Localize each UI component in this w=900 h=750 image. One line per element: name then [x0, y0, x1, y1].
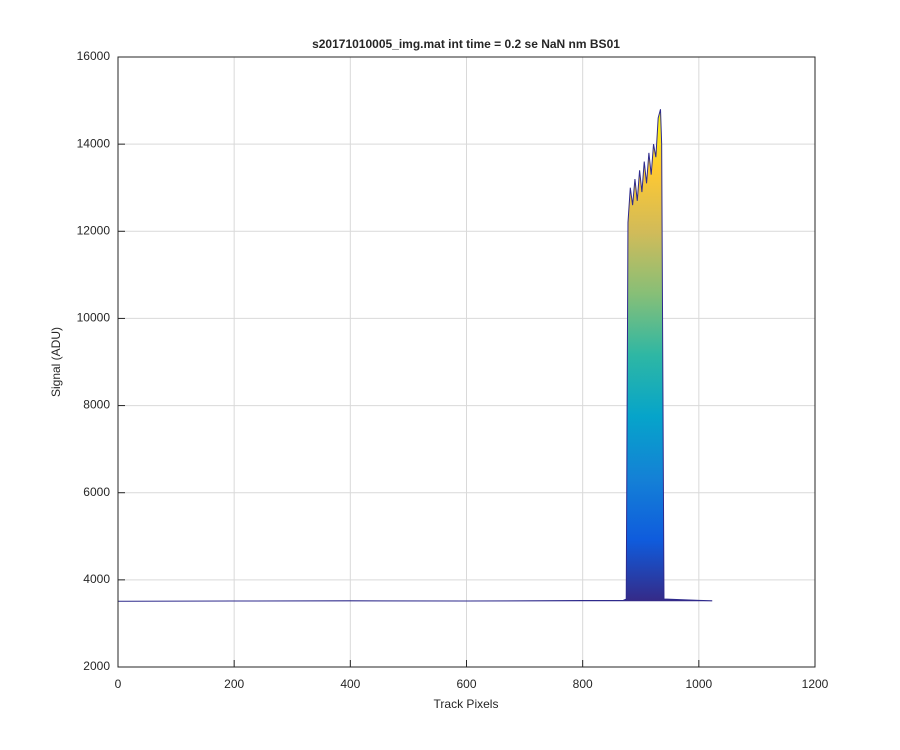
x-tick-label: 400: [340, 677, 360, 691]
y-tick-label: 14000: [77, 136, 111, 150]
y-tick-label: 12000: [77, 223, 111, 237]
y-tick-label: 4000: [83, 572, 110, 586]
chart-title: s20171010005_img.mat int time = 0.2 se N…: [312, 37, 620, 51]
x-tick-label: 1200: [802, 677, 829, 691]
x-tick-label: 0: [115, 677, 122, 691]
y-tick-label: 8000: [83, 398, 110, 412]
x-tick-label: 1000: [685, 677, 712, 691]
x-axis-label: Track Pixels: [434, 697, 499, 711]
plot: [117, 109, 713, 602]
y-tick-label: 2000: [83, 659, 110, 673]
y-tick-label: 16000: [77, 49, 111, 63]
x-tick-label: 200: [224, 677, 244, 691]
area-fill: [118, 109, 713, 602]
y-tick-label: 6000: [83, 485, 110, 499]
signal-line: [117, 109, 713, 602]
grid: [117, 56, 816, 668]
x-tick-label: 600: [456, 677, 476, 691]
y-tick-label: 10000: [77, 311, 111, 325]
y-axis-label: Signal (ADU): [49, 327, 63, 397]
ticks: 0 200 400 600 800 1000 1200 2000 4000 6000 8000 100…: [77, 49, 829, 691]
x-tick-label: 800: [573, 677, 593, 691]
